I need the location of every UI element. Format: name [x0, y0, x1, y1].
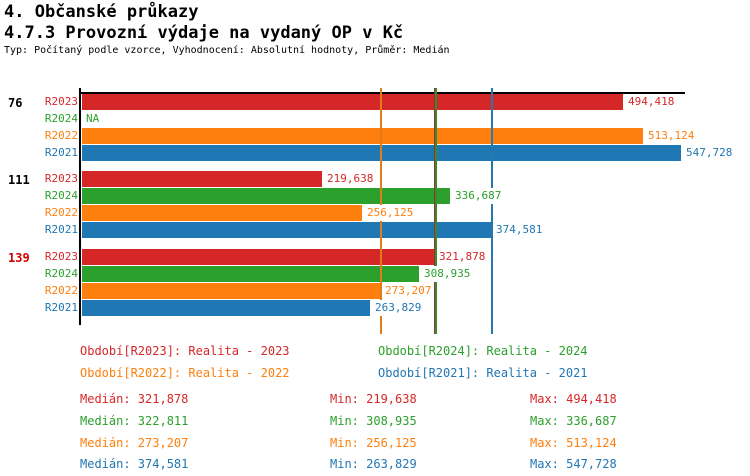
bar-r2024: [82, 188, 450, 204]
bar-r2023: [82, 171, 322, 187]
bar-row-label-r2023: R2023: [44, 95, 78, 108]
bar-row-label-r2022: R2022: [44, 206, 78, 219]
bar-row-label-r2021: R2021: [44, 301, 78, 314]
section-title: 4. Občanské průkazy: [4, 2, 199, 22]
page-title: 4.7.3 Provozní výdaje na vydaný OP v Kč: [4, 23, 404, 43]
bar-value-label: 494,418: [626, 94, 677, 110]
legend-item: Období[R2023]: Realita - 2023: [80, 344, 290, 358]
chart-meta-line: Typ: Počítaný podle vzorce, Vyhodnocení:…: [4, 45, 450, 56]
bar-value-label: 219,638: [325, 171, 376, 187]
legend-item: Období[R2024]: Realita - 2024: [378, 344, 588, 358]
stat-max: Max: 547,728: [530, 457, 617, 471]
bar-na-label: NA: [84, 111, 102, 127]
stat-median: Medián: 374,581: [80, 457, 189, 471]
stat-min: Min: 308,935: [330, 414, 417, 428]
bar-r2021: [82, 222, 491, 238]
bar-row-label-r2022: R2022: [44, 284, 78, 297]
stat-median: Medián: 273,207: [80, 436, 189, 450]
bar-value-label: 336,687: [453, 188, 504, 204]
stat-max: Max: 513,124: [530, 436, 617, 450]
bar-r2021: [82, 300, 370, 316]
bar-row-label-r2021: R2021: [44, 146, 78, 159]
bar-value-label: 256,125: [365, 205, 416, 221]
group-id-label: 111: [8, 173, 30, 187]
y-axis-line: [79, 88, 81, 325]
legend-item: Období[R2021]: Realita - 2021: [378, 366, 588, 380]
bar-value-label: 547,728: [684, 145, 735, 161]
bar-value-label: 374,581: [494, 222, 545, 238]
bar-r2022: [82, 205, 362, 221]
bar-row-label-r2023: R2023: [44, 172, 78, 185]
bar-r2023: [82, 94, 623, 110]
bar-row-label-r2023: R2023: [44, 250, 78, 263]
stat-median: Medián: 321,878: [80, 392, 189, 406]
bar-r2023: [82, 249, 434, 265]
bar-value-label: 263,829: [373, 300, 424, 316]
bar-row-label-r2022: R2022: [44, 129, 78, 142]
bar-value-label: 513,124: [646, 128, 697, 144]
bar-r2024: [82, 266, 419, 282]
bar-value-label: 321,878: [437, 249, 488, 265]
stat-max: Max: 494,418: [530, 392, 617, 406]
bar-row-label-r2024: R2024: [44, 189, 78, 202]
legend-item: Období[R2022]: Realita - 2022: [80, 366, 290, 380]
bar-r2022: [82, 128, 643, 144]
stat-min: Min: 256,125: [330, 436, 417, 450]
bar-r2022: [82, 283, 380, 299]
group-id-label: 76: [8, 96, 23, 110]
bar-row-label-r2024: R2024: [44, 267, 78, 280]
bar-row-label-r2021: R2021: [44, 223, 78, 236]
stat-max: Max: 336,687: [530, 414, 617, 428]
median-line-r2021: [491, 88, 494, 334]
stat-min: Min: 263,829: [330, 457, 417, 471]
stat-min: Min: 219,638: [330, 392, 417, 406]
stat-median: Medián: 322,811: [80, 414, 189, 428]
median-line-r2024: [434, 88, 437, 334]
group-id-label: 139: [8, 251, 30, 265]
bar-value-label: 273,207: [383, 283, 434, 299]
x-axis-line: [81, 92, 685, 94]
bar-row-label-r2024: R2024: [44, 112, 78, 125]
bar-value-label: 308,935: [422, 266, 473, 282]
